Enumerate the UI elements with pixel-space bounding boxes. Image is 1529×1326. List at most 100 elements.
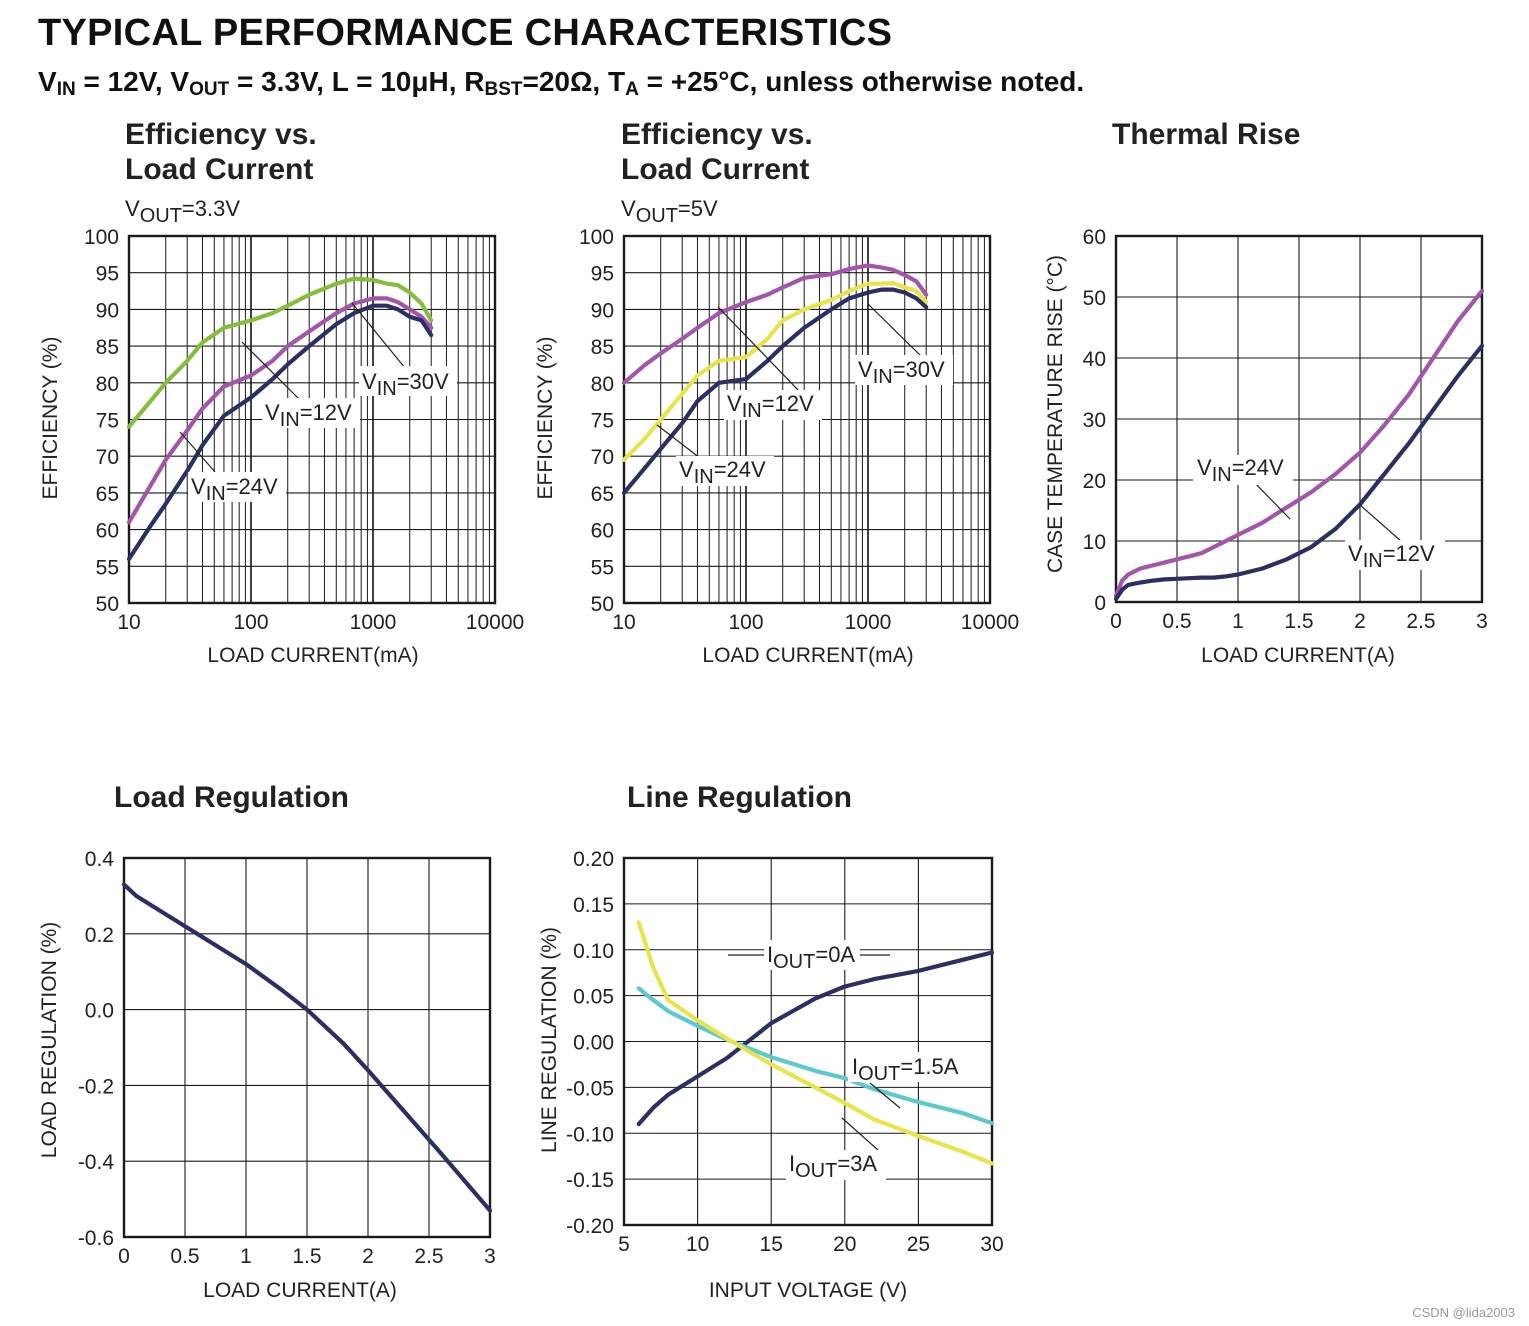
y-axis-label: LINE REGULATION (%) [538,927,561,1153]
tick-labels: 5 10 15 20 25 30 -0.20 -0.15 -0.10 -0.05 0.00 0.05 0… [566,848,1004,1256]
subtitle-rest: =5V [678,196,718,221]
y-tick-label: 10 [1083,531,1106,554]
y-axis-label: EFFICIENCY (%) [534,337,557,500]
annotation-iout-0a: IOUT=0A [767,942,855,973]
chart-efficiency-5v: Efficiency vs. Load Current VOUT=5V 10 10… [534,118,1019,667]
annotation-leaders [179,302,406,473]
x-tick-label: 10 [612,611,635,634]
series [1113,288,1485,602]
x-tick-label: 1.5 [292,1245,321,1268]
x-tick-label: 1 [240,1245,252,1268]
y-tick-label: 50 [96,593,119,616]
x-tick-label: 25 [907,1233,930,1256]
x-axis-label: LOAD CURRENT(mA) [702,644,913,667]
cond-sub: OUT [189,79,230,100]
grid [1114,234,1484,604]
annotations: VIN=24V VIN=12V [1193,455,1445,572]
y-tick-label: 0.2 [85,924,114,947]
annotation-vin12: VIN=12V [1348,541,1435,572]
x-tick-label: 2.5 [414,1245,443,1268]
leader-line [841,1117,879,1151]
series-line [126,276,434,429]
annotation-leaders [728,954,901,1151]
x-tick-label: 2.5 [1406,610,1435,633]
y-tick-label: 0.00 [573,1032,614,1055]
x-tick-label: 1000 [845,611,892,634]
y-axis-label: LOAD REGULATION (%) [38,922,61,1158]
y-tick-label: 80 [591,373,614,396]
y-tick-label: 100 [84,226,119,249]
cond-part: = 12V, V [75,66,190,97]
y-tick-label: -0.05 [566,1077,614,1100]
y-tick-label: 50 [1083,287,1106,310]
x-tick-label: 30 [980,1233,1003,1256]
chart-title-line1: Efficiency vs. [125,118,317,151]
leader-line [717,306,801,393]
subtitle-sub: OUT [636,205,678,227]
y-tick-label: 60 [1083,226,1106,249]
annotation-leaders [656,303,923,459]
y-tick-label: -0.10 [566,1123,614,1146]
y-tick-label: 20 [1083,470,1106,493]
x-tick-label: 1 [1232,610,1244,633]
y-tick-label: 0.4 [85,848,115,871]
y-tick-label: 90 [96,299,119,322]
tick-labels: 10 100 1000 10000 50 55 60 65 70 75 80 85 90 95 100 [579,226,1019,634]
watermark: CSDN @lida2003 [1412,1305,1515,1320]
x-tick-label: 3 [484,1245,496,1268]
x-tick-label: 10000 [961,611,1019,634]
annotation-iout-1-5a: IOUT=1.5A [852,1054,959,1085]
chart-efficiency-3v3: Efficiency vs. Load Current VOUT=3.3V 10… [39,118,524,667]
annotation-vin24: VIN=24V [1197,455,1284,486]
x-tick-label: 1000 [350,611,397,634]
series-line [621,263,929,385]
x-tick-label: 10000 [466,611,524,634]
chart-line-regulation: Line Regulation 5 10 15 20 25 30 -0.20 -0.15 -0.… [538,781,1004,1302]
subtitle-sub: OUT [140,205,182,227]
series-line [126,303,434,562]
subtitle-main: V [621,196,636,221]
annotation-leaders [1249,477,1403,543]
y-tick-label: 0.15 [573,894,614,917]
y-tick-label: 50 [591,593,614,616]
cond-part: V [38,66,57,97]
annotation-bg [786,1150,886,1180]
y-tick-label: 70 [591,446,614,469]
cond-part: =20Ω, T [522,66,626,97]
x-tick-label: 100 [728,611,763,634]
y-tick-label: 95 [96,263,119,286]
series-line [636,920,995,1166]
series [121,882,493,1213]
leader-line [656,424,701,459]
cond-part: = +25°C, unless otherwise noted. [638,66,1085,97]
cond-sub: IN [56,79,76,100]
plot-frame [122,856,492,1239]
y-tick-label: 90 [591,299,614,322]
y-tick-label: 75 [591,410,614,433]
test-conditions: VIN = 12V, VOUT = 3.3V, L = 10μH, RBST=2… [38,66,1084,101]
chart-subtitle: VOUT=3.3V [125,196,240,227]
x-axis-label: INPUT VOLTAGE (V) [709,1279,907,1302]
y-tick-label: 0 [1094,592,1106,615]
subtitle-main: V [125,196,140,221]
y-tick-label: 100 [579,226,614,249]
x-tick-label: 5 [618,1233,630,1256]
y-tick-label: 85 [591,336,614,359]
x-axis-label: LOAD CURRENT(A) [203,1279,397,1302]
annotation-bg [1193,455,1293,485]
y-tick-label: 55 [591,556,614,579]
annotation-vin24: VIN=24V [191,474,278,505]
annotations: IOUT=0A IOUT=1.5A IOUT=3A [764,940,966,1182]
leader-line [179,431,216,473]
chart-title: Line Regulation [627,781,852,814]
x-tick-label: 100 [233,611,268,634]
y-tick-label: 40 [1083,348,1106,371]
y-tick-label: 0.10 [573,940,614,963]
annotation-bg [676,456,774,486]
y-tick-label: 75 [96,410,119,433]
leader-line [869,1082,901,1109]
leader-line [1359,504,1403,543]
x-tick-label: 1.5 [1284,610,1313,633]
